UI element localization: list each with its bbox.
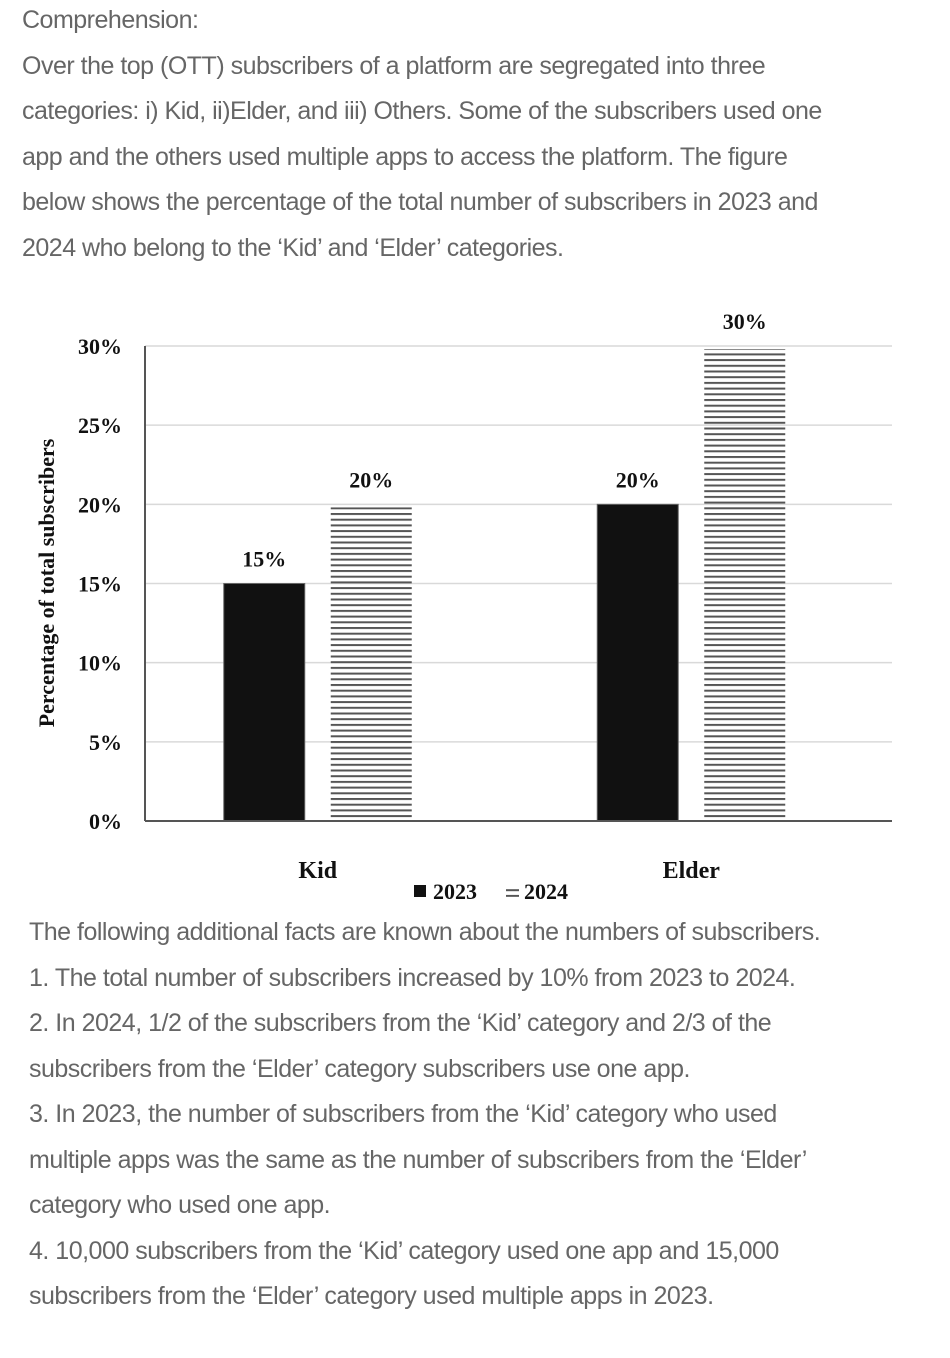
intro-line: Over the top (OTT) subscribers of a plat… bbox=[22, 52, 766, 80]
bar-kid-2023 bbox=[223, 583, 306, 822]
bar-value-label: 30% bbox=[723, 309, 767, 334]
y-tick-label: 5% bbox=[89, 730, 122, 755]
y-tick-label: 10% bbox=[78, 651, 122, 676]
y-tick-label: 25% bbox=[78, 413, 122, 438]
facts-line: multiple apps was the same as the number… bbox=[29, 1146, 807, 1174]
facts-line: The following additional facts are known… bbox=[29, 918, 821, 946]
x-category-labels: Kid Elder bbox=[298, 858, 720, 884]
y-tick-labels: 0% 5% 10% 15% 20% 25% 30% bbox=[78, 334, 122, 834]
facts-line: 2. In 2024, 1/2 of the subscribers from … bbox=[29, 1009, 772, 1037]
bar-elder-2023 bbox=[596, 503, 679, 822]
legend-label-2023: 2023 bbox=[433, 879, 477, 904]
bar-value-label: 15% bbox=[242, 547, 286, 572]
legend-swatch-2023 bbox=[414, 885, 426, 897]
facts-line: 4. 10,000 subscribers from the ‘Kid’ cat… bbox=[29, 1237, 779, 1265]
bars bbox=[223, 349, 786, 822]
intro-line: app and the others used multiple apps to… bbox=[22, 143, 788, 171]
x-category-label: Kid bbox=[298, 858, 337, 884]
y-tick-label: 30% bbox=[78, 334, 122, 359]
y-axis-label: Percentage of total subscribers bbox=[34, 438, 59, 727]
bar-elder-2024 bbox=[704, 349, 786, 821]
bar-value-label: 20% bbox=[349, 467, 393, 492]
facts-line: 1. The total number of subscribers incre… bbox=[29, 964, 796, 992]
intro-line: 2024 who belong to the ‘Kid’ and ‘Elder’… bbox=[22, 234, 564, 262]
intro-line: categories: i) Kid, ii)Elder, and iii) O… bbox=[22, 97, 822, 125]
bar-chart: 0% 5% 10% 15% 20% 25% 30% 15% 20% 20% 30% Kid Elde… bbox=[34, 309, 892, 904]
facts-line: subscribers from the ‘Elder’ category us… bbox=[29, 1282, 714, 1310]
facts-line: 3. In 2023, the number of subscribers fr… bbox=[29, 1100, 777, 1128]
y-tick-label: 0% bbox=[89, 809, 122, 834]
bar-value-labels: 15% 20% 20% 30% bbox=[242, 309, 767, 572]
legend: 2023 2024 bbox=[414, 879, 568, 904]
intro-line: below shows the percentage of the total … bbox=[22, 188, 818, 216]
facts-line: category who used one app. bbox=[29, 1191, 331, 1219]
legend-swatch-2024 bbox=[506, 887, 519, 897]
y-tick-label: 15% bbox=[78, 572, 122, 597]
y-tick-label: 20% bbox=[78, 492, 122, 517]
bar-value-label: 20% bbox=[616, 467, 660, 492]
facts-line: subscribers from the ‘Elder’ category su… bbox=[29, 1055, 691, 1083]
legend-label-2024: 2024 bbox=[524, 879, 568, 904]
intro-heading: Comprehension: bbox=[22, 6, 199, 34]
x-category-label: Elder bbox=[663, 858, 721, 884]
bar-kid-2024 bbox=[330, 507, 412, 821]
